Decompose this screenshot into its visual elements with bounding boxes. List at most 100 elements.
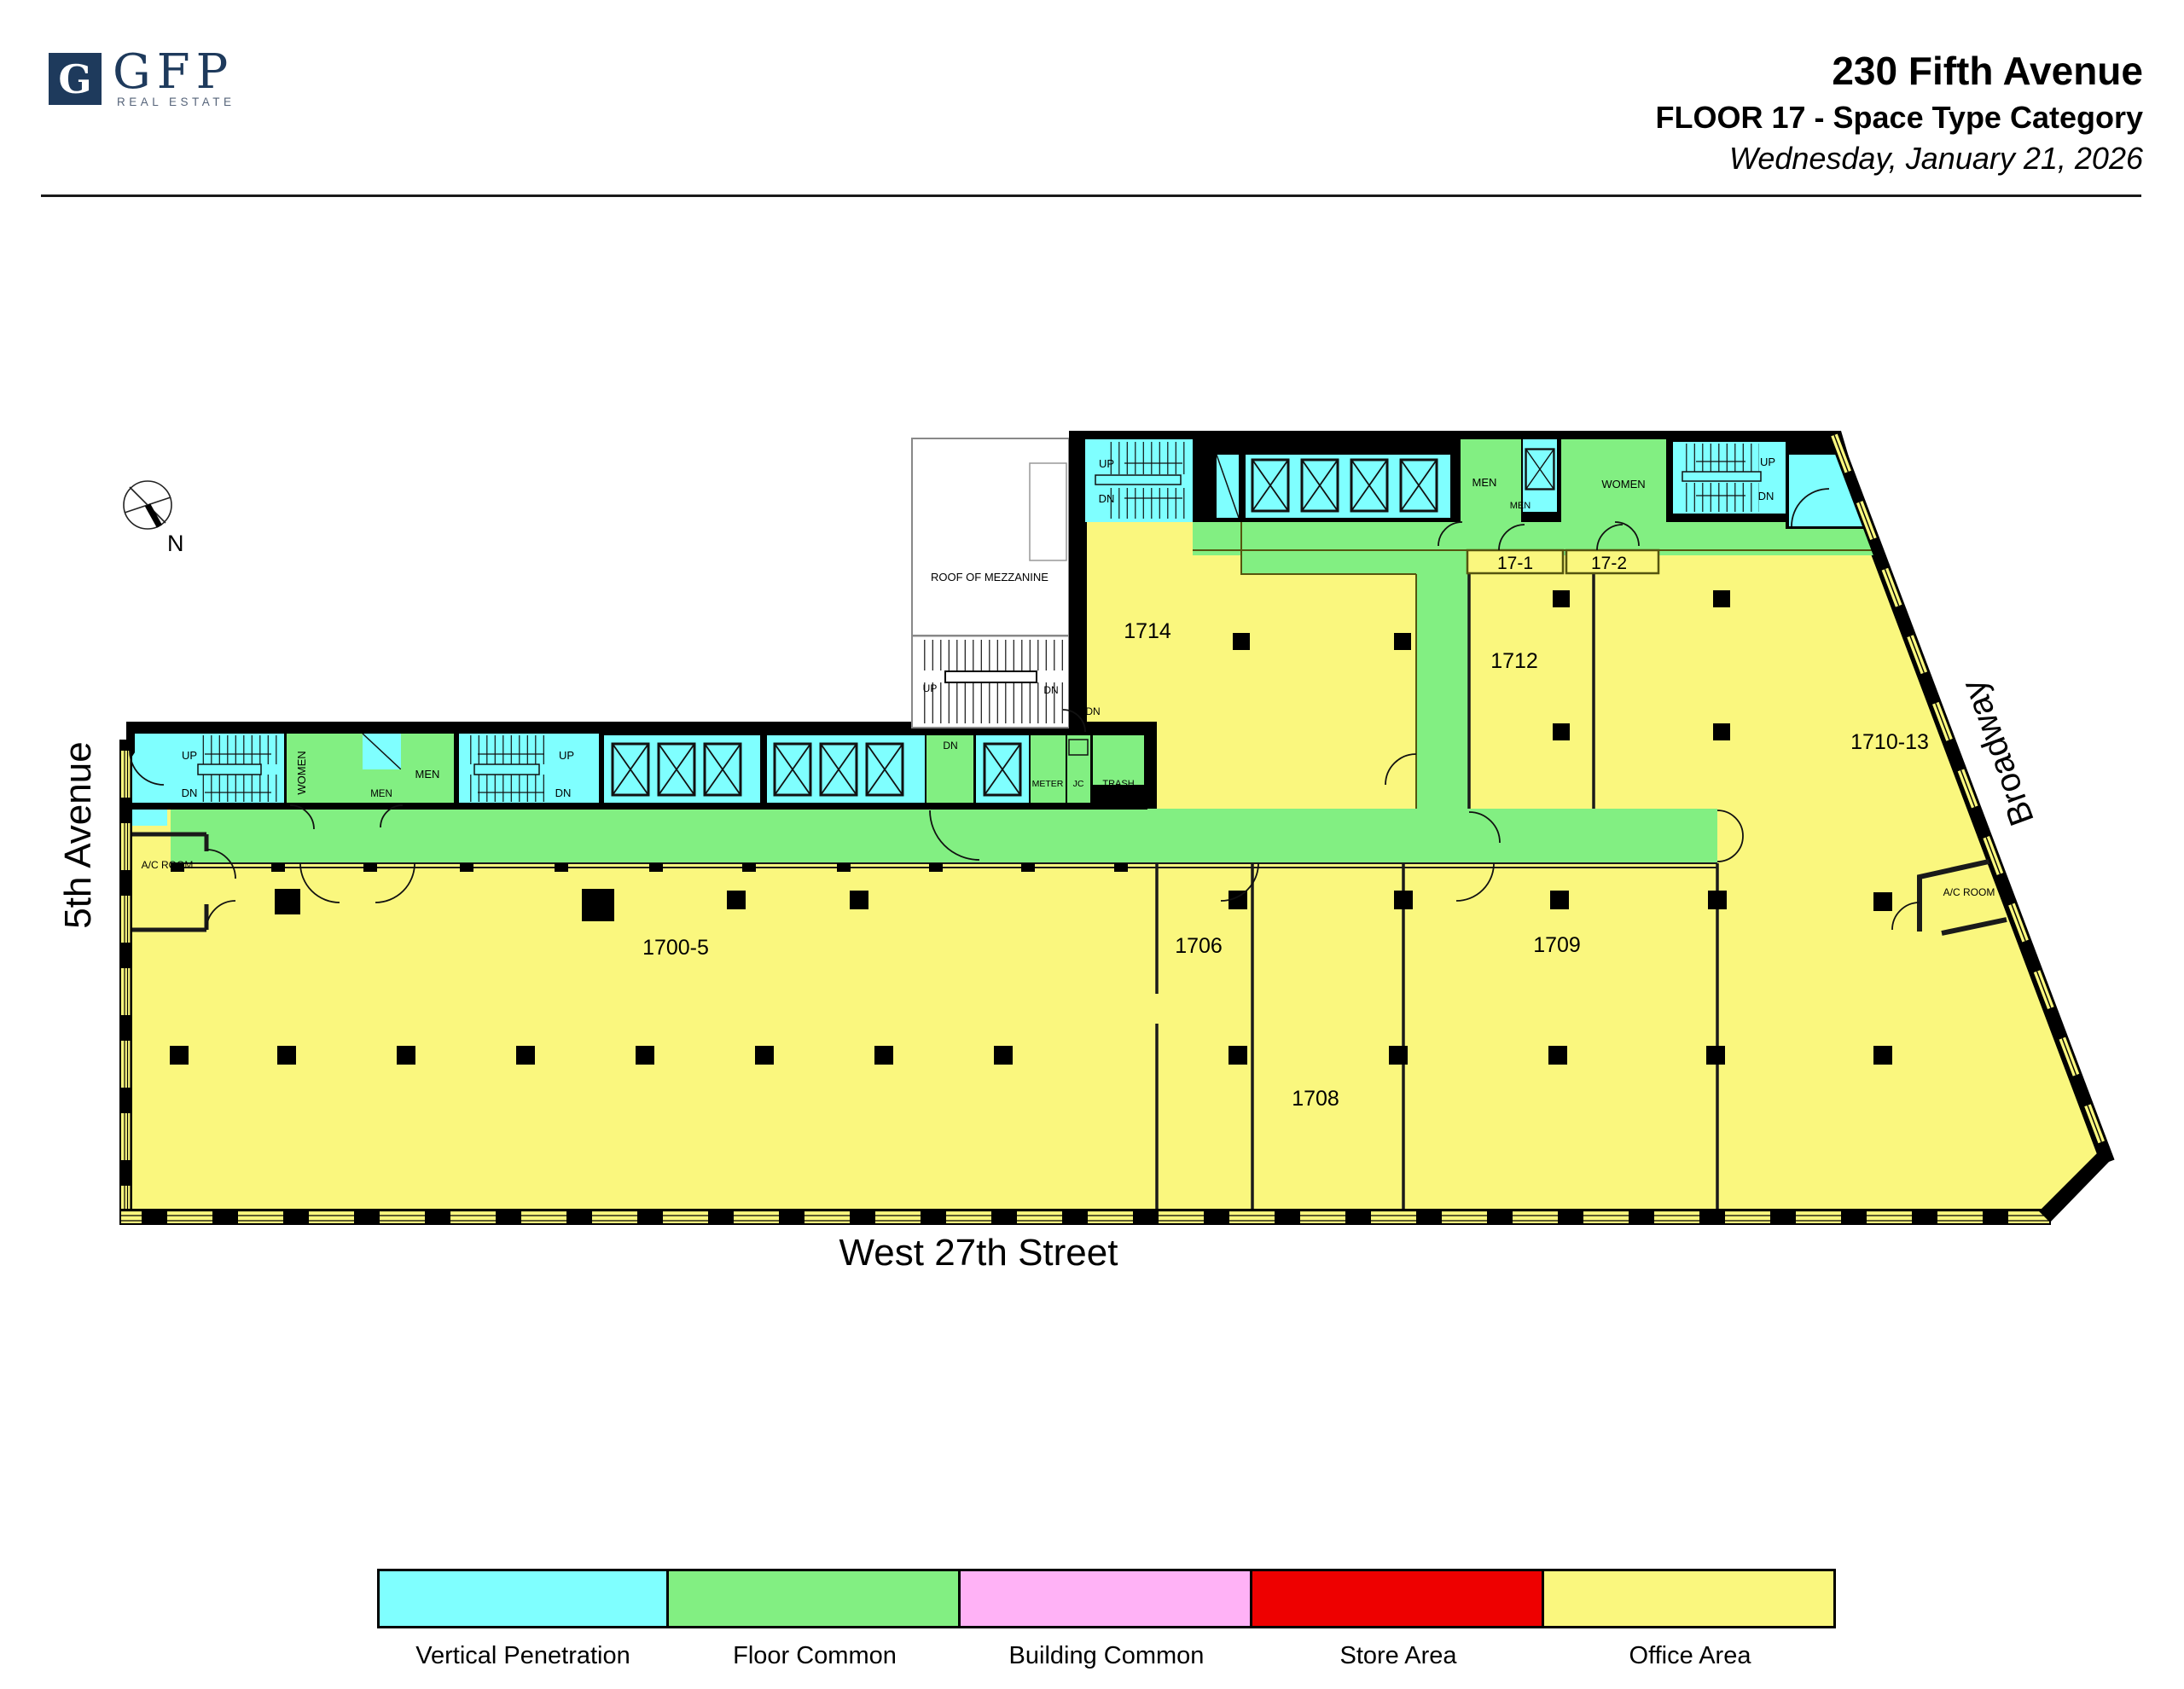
room-label-1709: 1709 bbox=[1533, 933, 1581, 957]
lower-strip bbox=[122, 722, 1157, 826]
trash-room-label: TRASH bbox=[1102, 779, 1134, 789]
title-block: 230 Fifth Avenue FLOOR 17 - Space Type C… bbox=[1656, 49, 2143, 177]
mens-room-lower bbox=[401, 734, 454, 804]
legend-label: Store Area bbox=[1339, 1642, 1457, 1669]
street-label-5th-avenue: 5th Avenue bbox=[57, 741, 99, 928]
mens-lower-label-1: MEN bbox=[370, 789, 392, 799]
jc-sink-icon bbox=[1068, 739, 1089, 756]
mens-toilet-lower bbox=[363, 769, 401, 804]
door-arcs bbox=[129, 488, 1920, 931]
broadway-window-mullions bbox=[1833, 434, 2110, 1163]
stair-c-treads-up bbox=[1109, 442, 1188, 474]
stair-c-arrows bbox=[1124, 462, 1182, 499]
legend-item-building-common: Building Common bbox=[958, 1569, 1252, 1670]
dn-vestibule bbox=[926, 735, 973, 804]
gfp-logo-icon: G bbox=[49, 53, 102, 105]
wall-west-27th-windows bbox=[119, 1209, 2051, 1225]
stair-a-up-label: UP bbox=[182, 749, 197, 762]
mezzanine-stair-dn bbox=[918, 682, 1063, 723]
meter-room bbox=[1031, 735, 1066, 804]
dn-vestibule-label: DN bbox=[943, 740, 957, 752]
page-date: Wednesday, January 21, 2026 bbox=[1729, 140, 2143, 176]
trash-room bbox=[1093, 735, 1144, 785]
stair-b-arrows bbox=[478, 753, 544, 793]
womens-room-upper bbox=[1561, 439, 1666, 522]
stair-c-up-label: UP bbox=[1099, 457, 1114, 470]
stair-a-landing bbox=[197, 763, 262, 775]
elevator-bank-1 bbox=[604, 735, 760, 804]
mens-room-upper bbox=[1461, 439, 1521, 522]
room-17-2-box bbox=[1565, 548, 1660, 575]
perimeter bbox=[119, 432, 2115, 1225]
room-label-1706: 1706 bbox=[1175, 934, 1223, 958]
legend-item-office-area: Office Area bbox=[1542, 1569, 1836, 1670]
room-label-1710-13: 1710-13 bbox=[1850, 730, 1929, 754]
stair-b-dn-label: DN bbox=[555, 786, 572, 799]
legend-swatch-floor-common bbox=[666, 1569, 961, 1628]
shaft-diag-2 bbox=[1216, 454, 1240, 519]
mezzanine-shaft bbox=[1029, 462, 1067, 561]
stair-c-treads-dn bbox=[1109, 488, 1188, 519]
stair-d-treads-up bbox=[1682, 444, 1759, 473]
stair-c-dn-label: DN bbox=[1099, 492, 1115, 505]
room-label-1714: 1714 bbox=[1124, 619, 1171, 643]
dn-1714-label: DN bbox=[1085, 705, 1100, 717]
legend: Vertical Penetration Floor Common Buildi… bbox=[377, 1569, 1836, 1670]
legend-item-store-area: Store Area bbox=[1250, 1569, 1544, 1670]
mens-lower-label-2: MEN bbox=[415, 768, 440, 781]
mezzanine bbox=[911, 438, 1070, 728]
stair-a-treads-dn bbox=[201, 775, 282, 802]
stair-d-treads-dn bbox=[1682, 483, 1759, 512]
legend-swatch-vertical-penetration bbox=[377, 1569, 669, 1628]
compass-n-label: N bbox=[167, 531, 184, 556]
gfp-logo-letter: G bbox=[58, 55, 92, 102]
ac-room-right-label: A/C ROOM bbox=[1943, 886, 1995, 898]
wall-mezz-upper-wing bbox=[1069, 431, 1085, 735]
brand-name: GFP bbox=[113, 44, 235, 100]
wall-corridor-bottom bbox=[171, 862, 1717, 868]
mens-upper-label-2: MEN bbox=[1510, 501, 1531, 511]
meter-room-label: METER bbox=[1032, 779, 1064, 789]
stair-a-dn-label: DN bbox=[182, 786, 198, 799]
jc-room-label: JC bbox=[1073, 779, 1084, 789]
mezzanine-stair-landing bbox=[944, 670, 1037, 683]
columns bbox=[170, 590, 1892, 1065]
stair-d-landing bbox=[1682, 471, 1762, 482]
ac-room-left-walls bbox=[128, 832, 209, 932]
shaft-diag bbox=[362, 733, 402, 770]
stair-b-landing bbox=[473, 763, 540, 775]
stair-d-up-label: UP bbox=[1760, 456, 1775, 468]
interior-walls bbox=[128, 431, 2007, 1213]
legend-label: Vertical Penetration bbox=[415, 1642, 630, 1669]
elevator-single-upper bbox=[1523, 439, 1557, 512]
plan-labels: N 5th Avenue West 27th Street Broadway R… bbox=[57, 456, 2042, 1274]
room-17-1-box bbox=[1466, 548, 1565, 575]
legend-swatch-office-area bbox=[1542, 1569, 1836, 1628]
mezz-up-label: UP bbox=[923, 682, 938, 694]
womens-upper-label: WOMEN bbox=[1601, 478, 1645, 490]
jc-room bbox=[1067, 735, 1090, 804]
outline-1714 bbox=[1240, 522, 1417, 809]
page-title: 230 Fifth Avenue bbox=[1832, 49, 2143, 93]
page-subtitle: FLOOR 17 - Space Type Category bbox=[1655, 99, 2143, 135]
legend-label: Office Area bbox=[1629, 1642, 1751, 1669]
legend-swatch-building-common bbox=[958, 1569, 1252, 1628]
wall-southeast-corner bbox=[2039, 1153, 2109, 1222]
stair-a-treads-up bbox=[201, 735, 282, 764]
mezzanine-stair-edge bbox=[912, 635, 1069, 637]
legend-label: Building Common bbox=[1008, 1642, 1205, 1669]
stair-d-dn-label: DN bbox=[1758, 490, 1774, 502]
legend-item-floor-common: Floor Common bbox=[666, 1569, 961, 1670]
womens-lower-label: WOMEN bbox=[295, 751, 308, 794]
corridor-vertical bbox=[1416, 550, 1469, 809]
room-label-1712: 1712 bbox=[1490, 649, 1538, 673]
ac-room-left-label: A/C ROOM bbox=[142, 859, 194, 871]
upper-strip bbox=[1078, 431, 1870, 529]
legend-label: Floor Common bbox=[733, 1642, 897, 1669]
stair-b-treads-up bbox=[468, 735, 546, 764]
stair-a-arrows bbox=[205, 753, 271, 793]
stair-d-arrows bbox=[1696, 461, 1745, 496]
room-label-1700-5: 1700-5 bbox=[642, 936, 709, 960]
womens-room-lower bbox=[287, 734, 363, 804]
